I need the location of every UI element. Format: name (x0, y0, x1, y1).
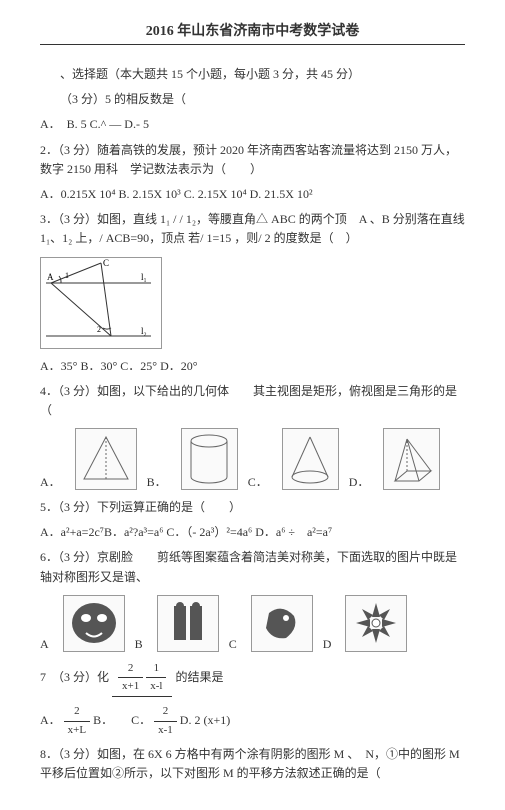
q2-stem: 2．（3 分）随着高铁的发展，预计 2020 年济南西客站客流量将达到 2150… (40, 141, 465, 179)
q4-fig-a (75, 428, 137, 490)
q6-label-d: D (323, 637, 332, 652)
q3-figure: A C l₁ l₂ 1 2 (40, 257, 162, 349)
q3-options: A．35° B．30° C．25° D．20° (40, 357, 465, 376)
svg-text:l₁: l₁ (141, 272, 147, 282)
q4-fig-d (383, 428, 440, 490)
q4-label-a: A． (40, 473, 61, 490)
q6-figures: A B C D (40, 595, 465, 652)
q6-fig-c (251, 595, 313, 652)
svg-text:A: A (47, 272, 54, 282)
svg-text:1: 1 (65, 271, 69, 280)
q6-stem: 6．（3 分）京剧脸 剪纸等图案蕴含着简洁美对称美，下面选取的图片中既是轴对称图… (40, 548, 465, 586)
q7-stem-a: 7 （3 分）化 (40, 670, 109, 684)
q4-label-c: C． (248, 473, 268, 490)
title-rule (40, 44, 465, 45)
q5-options: A．a²+a=2c⁷B．a²?a³=a⁶ C．（- 2a³）²=4a⁶ D．a⁶… (40, 523, 465, 542)
q7-stem: 7 （3 分）化 2x+1 1x-l 的结果是 (40, 660, 465, 697)
q4-figures: A． B． C． D． (40, 428, 465, 490)
q7-frac2: 1x-l (146, 660, 166, 696)
q6-label-b: B (135, 637, 143, 652)
q7-stem-b: 的结果是 (175, 670, 223, 684)
svg-text:l₂: l₂ (141, 326, 147, 336)
q2-options: A．0.215X 10⁴ B. 2.15X 10³ C. 2.15X 10⁴ D… (40, 185, 465, 204)
q4-fig-b (181, 428, 238, 490)
q6-fig-a (63, 595, 125, 652)
q6-fig-b (157, 595, 219, 652)
q4-stem: 4．（3 分）如图，以下给出的几何体 其主视图是矩形，俯视图是三角形的是（ (40, 382, 465, 420)
q6-fig-d (345, 595, 407, 652)
q7-opt-c-frac: 2x-1 (154, 703, 177, 739)
q6-label-a: A (40, 637, 49, 652)
q8-stem: 8．（3 分）如图，在 6X 6 方格中有两个涂有阴影的图形 M 、 N，①中的… (40, 745, 465, 783)
q7-frac1: 2x+1 (118, 660, 143, 696)
q4-label-d: D． (349, 473, 370, 490)
q4-fig-c (282, 428, 339, 490)
q3-stem: 3．（3 分）如图，直线 1₁ / / 1₂，等腰直角△ ABC 的两个顶 A … (40, 210, 465, 248)
q4-label-b: B． (147, 473, 167, 490)
q6-label-c: C (229, 637, 237, 652)
q5-stem: 5．（3 分）下列运算正确的是（ ） (40, 498, 465, 517)
section-header: 、选择题（本大题共 15 个小题，每小题 3 分，共 45 分） (60, 65, 465, 84)
exam-title: 2016 年山东省济南市中考数学试卷 (40, 20, 465, 40)
svg-text:2: 2 (97, 325, 101, 334)
q1-stem: （3 分）5 的相反数是（ (60, 90, 465, 109)
q7-opt-a-frac: 2x+L (64, 703, 90, 739)
svg-text:C: C (103, 258, 109, 268)
q1-options: A． B. 5 C.^ — D.- 5 (40, 115, 465, 134)
q7-options: A． 2x+L B． C． 2x-1 D. 2 (x+1) (40, 703, 465, 739)
